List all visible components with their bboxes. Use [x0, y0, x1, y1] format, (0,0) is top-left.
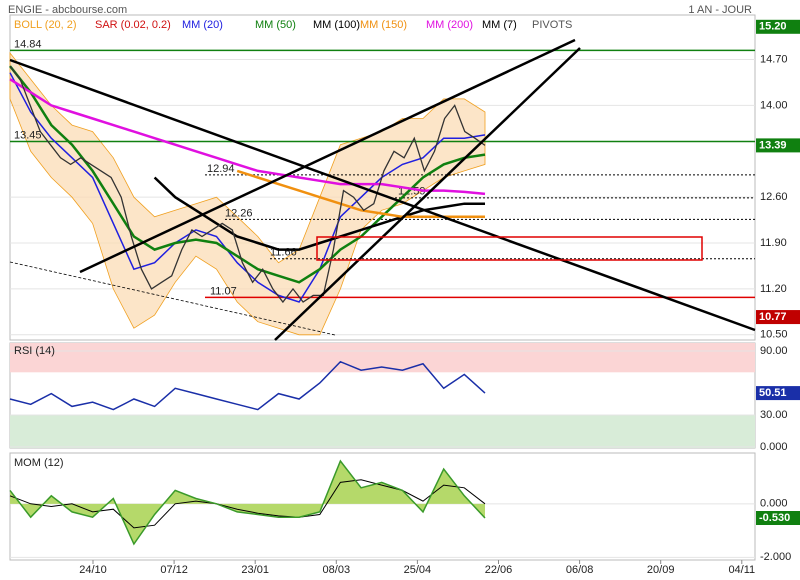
- trend-line: [274, 47, 581, 341]
- rsi-line: [9, 360, 486, 411]
- x-tick-label: 08/03: [323, 564, 351, 576]
- value-marker: [756, 511, 800, 526]
- plot: 14.70 14.00 12.60 11.90 11.20 10.50 14.84 13.45…: [9, 14, 800, 576]
- pivot-label: 14.84: [14, 38, 42, 50]
- legend-entry: MM (20): [182, 19, 223, 31]
- y-tick-label: 30.00: [760, 409, 788, 421]
- panel-frame: [9, 14, 756, 341]
- value-marker-label: 50.51: [759, 387, 787, 399]
- value-marker-label: 10.77: [759, 311, 787, 323]
- y-tick-label: 14.70: [760, 53, 788, 65]
- legend-entry: BOLL (20, 2): [14, 19, 77, 31]
- period: 1 AN - JOUR: [688, 4, 752, 16]
- pivot-label: 11.07: [210, 285, 237, 297]
- value-marker-label: 13.39: [759, 139, 787, 151]
- value-marker: [756, 386, 800, 401]
- legend-entry: MM (100): [313, 19, 360, 31]
- value-marker: [756, 138, 800, 153]
- y-tick-label: 12.60: [760, 191, 788, 203]
- x-tick-label: 23/01: [241, 564, 269, 576]
- y-tick-label: 14.00: [760, 99, 788, 111]
- pivot-label: 12.26: [225, 207, 253, 219]
- x-tick-label: 22/06: [485, 564, 513, 576]
- legend-entry: PIVOTS: [532, 19, 572, 31]
- x-tick-label: 25/04: [404, 564, 432, 576]
- bollinger-band: [9, 51, 486, 336]
- trend-line: [9, 58, 756, 332]
- pivot-label: 12.94: [207, 163, 235, 175]
- y-tick-label: 0.000: [760, 498, 788, 510]
- zone-box: [316, 236, 703, 261]
- chart-title: ENGIE - abcbourse.com: [8, 4, 127, 16]
- y-tick-label: 90.00: [760, 345, 788, 357]
- panel-title: MOM (12): [14, 457, 64, 469]
- x-tick-label: 20/09: [647, 564, 675, 576]
- y-tick-label: 10.50: [760, 329, 788, 341]
- pivot-label: 13.45: [14, 129, 42, 141]
- x-tick-label: 24/10: [79, 564, 107, 576]
- y-tick-label: -2.000: [760, 551, 791, 563]
- legend-entry: MM (200): [426, 19, 473, 31]
- signal-line: [9, 479, 486, 529]
- legend-entry: SAR (0.02, 0.2): [95, 19, 171, 31]
- rsi-band: [10, 343, 755, 373]
- moving-average: [9, 65, 486, 284]
- value-marker: [756, 310, 800, 325]
- legend-entry: MM (7): [482, 19, 517, 31]
- price-line: [9, 65, 486, 304]
- y-tick-label: 0.000: [760, 441, 788, 453]
- panel-title: RSI (14): [14, 345, 55, 357]
- value-marker: [756, 19, 800, 34]
- rsi-band: [10, 414, 755, 448]
- y-tick-label: 11.20: [760, 283, 787, 295]
- trend-line: [79, 38, 576, 274]
- y-tick-label: 11.90: [760, 237, 787, 249]
- value-marker-label: -0.530: [759, 512, 790, 524]
- moving-average: [9, 78, 486, 196]
- x-tick-label: 04/11: [728, 564, 755, 576]
- legend-entry: MM (50): [255, 19, 296, 31]
- x-tick-label: 07/12: [160, 564, 188, 576]
- legend-entry: MM (150): [360, 19, 407, 31]
- x-tick-label: 06/08: [566, 564, 594, 576]
- value-marker-label: 15.20: [759, 21, 787, 33]
- trend-line: [9, 261, 336, 336]
- moving-average: [153, 176, 485, 251]
- momentum-line: [9, 459, 486, 546]
- panel-frame: [9, 452, 756, 561]
